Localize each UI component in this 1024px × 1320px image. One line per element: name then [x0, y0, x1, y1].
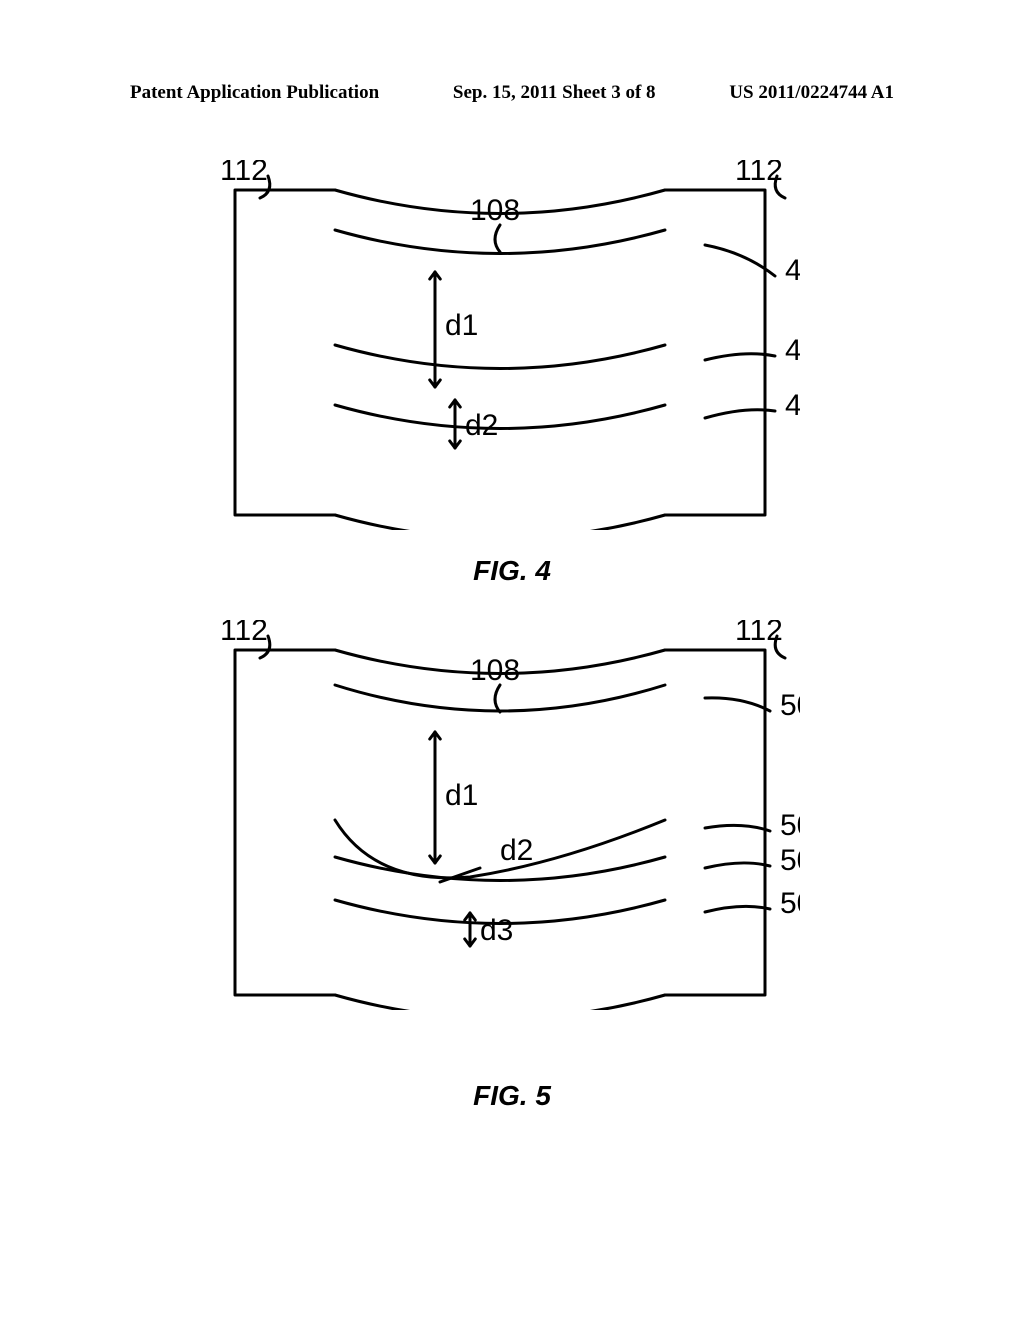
figure-5-caption: FIG. 5 [473, 1080, 551, 1112]
dim-d1: d1 [445, 309, 478, 342]
dim-d3: d3 [480, 914, 513, 947]
ref-505: 505 [780, 887, 800, 920]
figure-4-caption: FIG. 4 [473, 555, 551, 587]
ref-503: 503 [780, 809, 800, 842]
header-left: Patent Application Publication [130, 82, 379, 104]
curve-403 [335, 345, 665, 369]
dim-d1: d1 [445, 779, 478, 812]
ref-402: 402 [785, 254, 800, 287]
curve-502 [335, 685, 665, 711]
ref-502: 502 [780, 689, 800, 722]
ref-108: 108 [470, 654, 520, 687]
ref-404: 404 [785, 389, 800, 422]
figure-5: 502503504505112108112d1d2d3 [180, 620, 800, 1010]
header-mid: Sep. 15, 2011 Sheet 3 of 8 [453, 82, 656, 104]
dim-d2: d2 [500, 834, 533, 867]
figure-4-drawing: 402403404112108112d1d2 [180, 160, 800, 530]
ref-108: 108 [470, 194, 520, 227]
dim-d2: d2 [465, 409, 498, 442]
ref-403: 403 [785, 334, 800, 367]
header-right: US 2011/0224744 A1 [729, 82, 894, 104]
ref-504: 504 [780, 844, 800, 877]
figure-4: 402403404112108112d1d2 [180, 160, 800, 530]
curve-bot [335, 995, 665, 1010]
figure-5-drawing: 502503504505112108112d1d2d3 [180, 620, 800, 1010]
curve-bot [335, 515, 665, 530]
curve-404 [335, 405, 665, 429]
ref-112: 112 [220, 160, 268, 187]
ref-112: 112 [220, 620, 268, 647]
patent-header: Patent Application Publication Sep. 15, … [0, 82, 1024, 104]
